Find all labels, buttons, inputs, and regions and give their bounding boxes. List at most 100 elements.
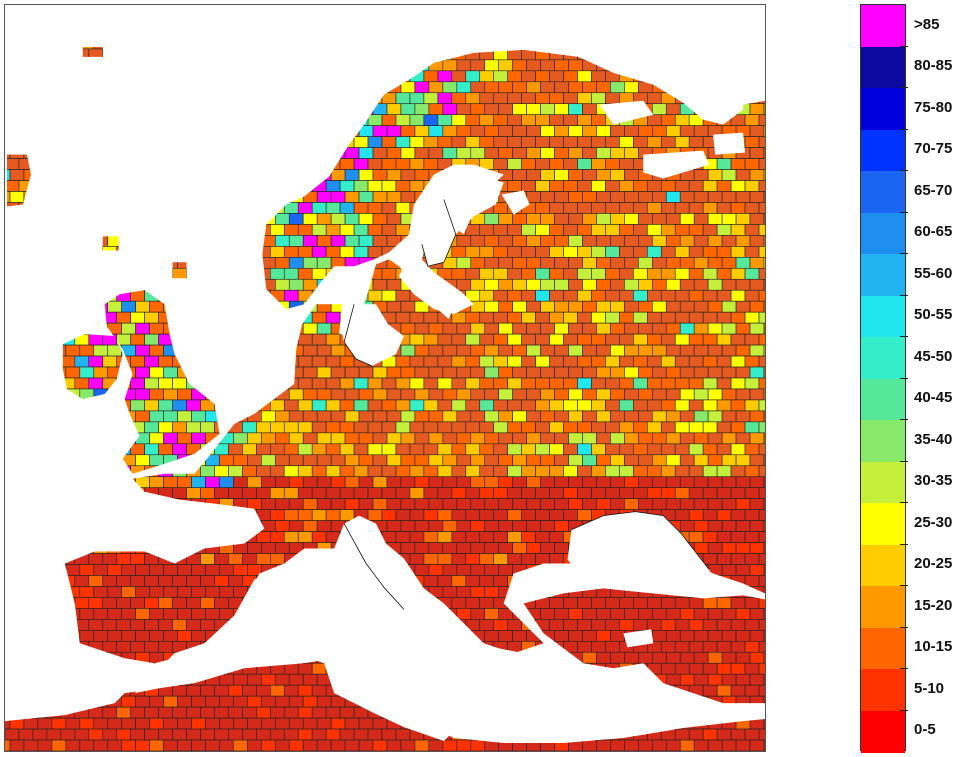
grid-cell xyxy=(367,377,383,390)
legend-swatch xyxy=(861,212,905,255)
grid-cell xyxy=(297,114,313,126)
grid-cell xyxy=(228,399,243,412)
grid-cell xyxy=(274,739,290,751)
grid-cell xyxy=(702,531,718,543)
grid-cell xyxy=(624,59,639,72)
grid-cell xyxy=(521,377,536,390)
grid-cell xyxy=(735,410,751,423)
grid-cell xyxy=(18,114,34,126)
grid-cell xyxy=(135,300,150,313)
grid-cell xyxy=(479,48,495,61)
grid-cell xyxy=(186,246,201,258)
grid-cell xyxy=(749,739,765,751)
grid-cell xyxy=(540,344,555,357)
grid-cell xyxy=(758,509,765,521)
grid-cell xyxy=(177,410,192,423)
grid-cell xyxy=(302,147,318,159)
grid-cell xyxy=(177,717,192,730)
grid-cell xyxy=(619,728,634,741)
grid-cell xyxy=(130,114,145,126)
grid-cell xyxy=(674,662,690,675)
grid-cell xyxy=(5,399,20,412)
grid-cell xyxy=(144,136,159,148)
grid-cell xyxy=(261,432,276,445)
grid-cell xyxy=(9,278,25,291)
grid-cell xyxy=(177,125,192,137)
grid-cell xyxy=(93,717,109,730)
grid-cell xyxy=(345,16,359,27)
grid-cell xyxy=(172,575,187,587)
grid-cell xyxy=(149,630,164,642)
grid-cell xyxy=(89,5,103,16)
grid-cell xyxy=(647,48,662,61)
grid-cell xyxy=(568,608,583,620)
grid-cell xyxy=(707,278,723,291)
grid-cell xyxy=(5,575,20,587)
grid-cell xyxy=(288,147,304,159)
grid-cell xyxy=(680,16,694,27)
grid-cell xyxy=(158,531,173,543)
grid-cell xyxy=(465,224,481,236)
grid-cell xyxy=(582,739,597,751)
grid-cell xyxy=(549,531,564,543)
grid-cell xyxy=(395,355,411,368)
grid-cell xyxy=(409,158,425,170)
grid-cell xyxy=(93,59,109,72)
grid-cell xyxy=(339,158,355,170)
grid-cell xyxy=(596,388,611,401)
grid-cell xyxy=(46,684,62,697)
grid-cell xyxy=(116,136,131,148)
grid-cell xyxy=(9,59,25,72)
grid-cell xyxy=(261,344,276,357)
grid-cell xyxy=(79,169,95,181)
grid-cell xyxy=(247,16,261,27)
grid-cell xyxy=(423,443,439,456)
grid-cell xyxy=(633,662,648,675)
grid-cell xyxy=(624,739,639,751)
grid-cell xyxy=(679,366,695,379)
grid-cell xyxy=(763,213,765,225)
grid-cell xyxy=(65,542,81,554)
grid-cell xyxy=(149,695,164,708)
grid-cell xyxy=(302,739,318,751)
grid-cell xyxy=(116,531,131,543)
grid-cell xyxy=(172,311,187,324)
grid-cell xyxy=(130,377,145,390)
grid-cell xyxy=(381,465,397,478)
grid-cell xyxy=(665,103,681,116)
grid-cell xyxy=(88,114,104,126)
grid-cell xyxy=(233,344,248,357)
grid-cell xyxy=(177,695,192,708)
grid-cell xyxy=(716,443,732,456)
grid-cell xyxy=(311,246,327,258)
grid-cell xyxy=(395,662,411,675)
grid-cell xyxy=(577,311,592,324)
grid-cell xyxy=(744,575,760,587)
grid-cell xyxy=(437,136,453,148)
grid-cell xyxy=(498,476,513,489)
grid-cell xyxy=(381,509,397,521)
grid-cell xyxy=(74,465,90,478)
grid-cell xyxy=(749,476,765,489)
grid-cell xyxy=(358,147,374,159)
grid-cell xyxy=(716,92,732,105)
grid-cell xyxy=(651,717,667,730)
grid-cell xyxy=(647,662,662,675)
grid-cell xyxy=(457,16,471,27)
grid-cell xyxy=(46,399,62,412)
grid-cell xyxy=(507,224,522,236)
grid-cell xyxy=(177,498,192,510)
grid-cell xyxy=(507,377,522,390)
grid-cell xyxy=(633,224,648,236)
grid-cell xyxy=(93,278,109,291)
grid-cell xyxy=(507,92,522,105)
grid-cell xyxy=(577,377,592,390)
grid-cell xyxy=(233,673,248,686)
grid-cell xyxy=(465,706,481,719)
grid-cell xyxy=(65,695,81,708)
grid-cell xyxy=(596,344,611,357)
grid-cell xyxy=(763,498,765,510)
grid-cell xyxy=(688,267,704,280)
grid-cell xyxy=(744,728,760,741)
grid-cell xyxy=(51,388,67,401)
